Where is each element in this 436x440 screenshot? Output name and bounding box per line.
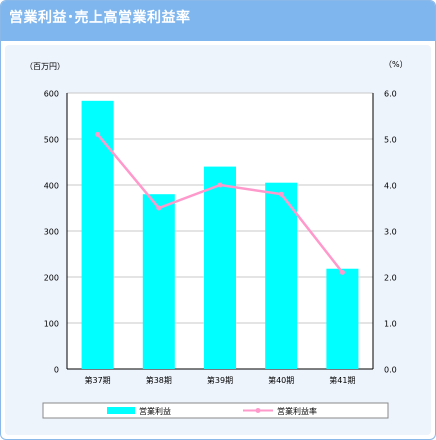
y-left-tick-label: 0 [54,366,59,375]
y-left-tick-label: 500 [44,136,59,145]
line-point [156,205,162,211]
legend-swatch-line-marker [255,408,261,413]
bar [326,268,359,369]
x-tick-label: 第40期 [268,375,294,385]
y-right-tick-label: 4.0 [384,182,397,191]
y-right-tick-label: 2.0 [384,274,397,283]
legend-label-line: 営業利益率 [277,406,317,416]
y-left-tick-label: 100 [44,320,59,329]
y-left-tick-label: 400 [44,182,59,191]
line-point [278,191,284,197]
line-point [95,131,101,137]
bar [204,166,236,369]
bar [81,100,114,369]
y-right-axis-label: （%） [384,60,408,69]
line-point [217,182,223,188]
bar [142,194,175,369]
y-left-tick-label: 600 [44,90,59,99]
header-bar: 営業利益･売上高営業利益率 [1,1,435,41]
x-tick-label: 第41期 [329,375,355,385]
y-right-tick-label: 5.0 [384,136,397,145]
y-right-tick-label: 1.0 [384,320,397,329]
x-tick-label: 第39期 [207,375,233,385]
x-tick-label: 第37期 [85,375,111,385]
legend-swatch-bar [107,407,135,414]
legend-label-bar: 営業利益 [139,406,171,416]
line-point [339,269,345,275]
x-tick-label: 第38期 [146,375,172,385]
y-right-tick-label: 6.0 [384,90,397,99]
bar [265,182,298,369]
legend-box [42,402,389,419]
chart-title: 営業利益･売上高営業利益率 [9,10,191,26]
y-right-tick-label: 3.0 [384,228,397,237]
y-left-tick-label: 200 [44,274,59,283]
y-left-axis-label: （百万円） [25,62,65,71]
y-right-tick-label: 0.0 [384,366,397,375]
y-left-tick-label: 300 [44,228,59,237]
